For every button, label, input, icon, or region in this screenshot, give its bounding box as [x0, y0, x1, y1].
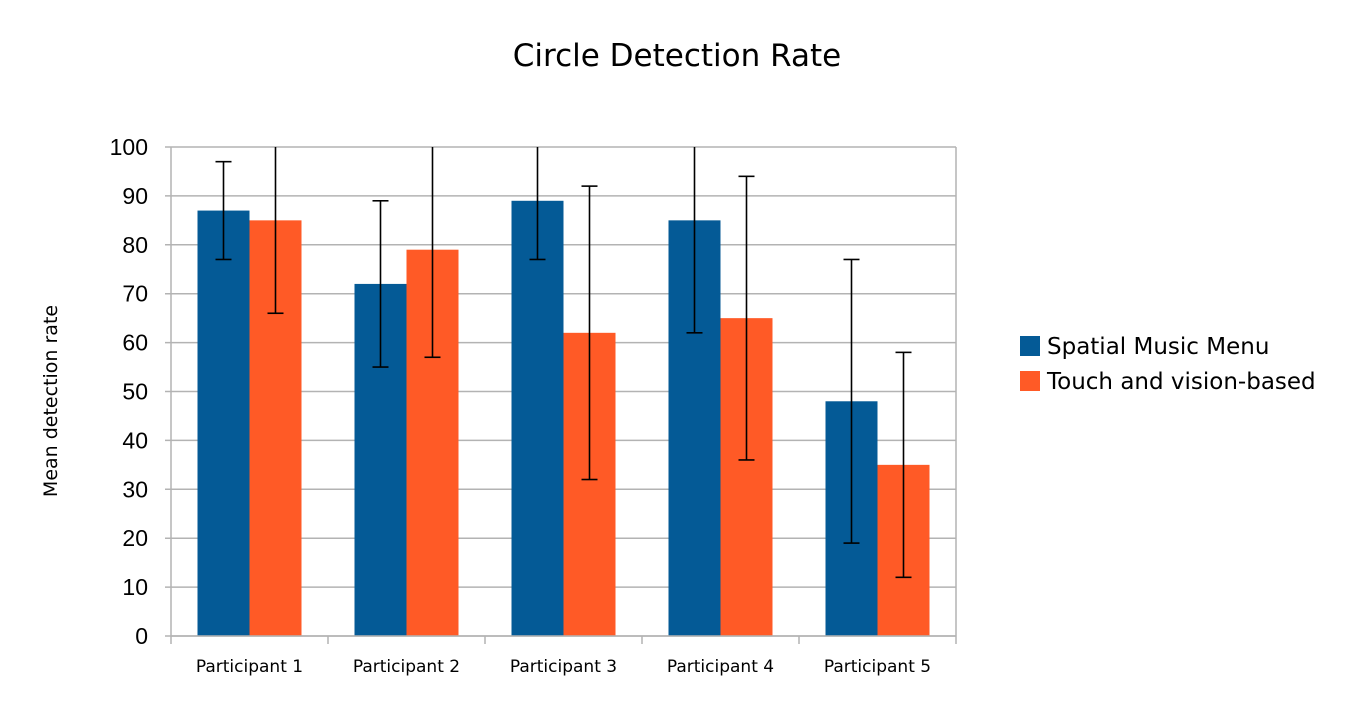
error-bars: [215, 147, 912, 579]
x-tick-label: Participant 1: [196, 657, 303, 677]
legend-swatch: [1020, 371, 1040, 391]
x-tick-label: Participant 3: [510, 657, 617, 677]
y-tick-label: 30: [122, 476, 148, 502]
legend-label: Spatial Music Menu: [1047, 334, 1269, 360]
bar: [197, 210, 250, 636]
chart-title: Circle Detection Rate: [513, 38, 841, 74]
bars: [197, 200, 930, 637]
x-tick-labels: Participant 1 Participant 2 Participant 3 P…: [196, 657, 931, 677]
x-tick-label: Participant 5: [824, 657, 931, 677]
y-axis-label: Mean detection rate: [40, 305, 62, 497]
y-tick-label: 60: [122, 330, 148, 356]
y-tick-label: 10: [122, 574, 148, 600]
legend-swatch: [1020, 336, 1040, 356]
y-tick-label: 20: [122, 525, 148, 551]
bar: [511, 200, 564, 637]
x-tick-label: Participant 4: [667, 657, 774, 677]
y-tick-label: 0: [135, 623, 148, 649]
y-tick-label: 80: [122, 232, 148, 258]
y-tick-label: 90: [122, 183, 148, 209]
x-tick-label: Participant 2: [353, 657, 460, 677]
y-tick-label: 100: [110, 134, 148, 160]
y-tick-label: 50: [122, 379, 148, 405]
legend-label: Touch and vision-based: [1046, 369, 1316, 395]
axes: [170, 147, 957, 644]
legend: Spatial Music Menu Touch and vision-based: [1020, 334, 1316, 395]
y-tick-label: 70: [122, 281, 148, 307]
y-tick-label: 40: [122, 427, 148, 453]
y-tick-labels: 0 10 20 30 40 50 60 70 80 90 100: [110, 134, 148, 649]
